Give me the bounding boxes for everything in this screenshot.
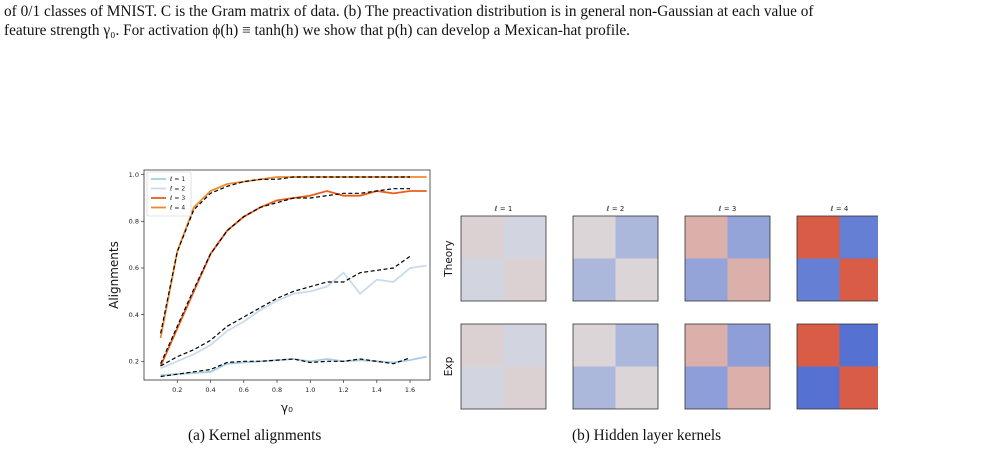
heatmap-block [797, 258, 840, 301]
heatmap-block [839, 258, 878, 301]
x-axis-label: γ₀ [281, 401, 293, 415]
subcaption-b: (b) Hidden layer kernels [572, 427, 722, 444]
heatmap-block [727, 366, 770, 409]
theory-line [160, 188, 411, 364]
legend-label: ℓ = 3 [169, 195, 185, 202]
heatmap-block [573, 216, 616, 259]
heatmap-block [797, 216, 840, 259]
x-tick-label: 1.6 [405, 386, 415, 394]
x-tick-label: 0.4 [205, 386, 215, 394]
heatmap-frame [460, 215, 547, 302]
heatmap-block [727, 324, 770, 367]
y-axis-label: Alignments [107, 241, 121, 309]
heatmap-frame [796, 215, 878, 302]
column-label: ℓ = 2 [606, 205, 625, 213]
heatmap-block [839, 324, 878, 367]
heatmap-block [727, 216, 770, 259]
kernel-heatmap [796, 215, 878, 302]
y-tick-label: 0.2 [129, 358, 139, 366]
heatmap-frame [460, 323, 547, 410]
x-tick-label: 1.2 [338, 386, 348, 394]
caption-line-2: feature strength γ₀. For activation ϕ(h)… [4, 22, 630, 39]
y-tick-label: 0.4 [129, 311, 139, 319]
kernel-heatmap [684, 323, 771, 410]
heatmap-block [727, 258, 770, 301]
column-label: ℓ = 1 [494, 205, 513, 213]
heatmap-block [573, 258, 616, 301]
hidden-layer-kernels-grid: ℓ = 1 ℓ = 2 ℓ = 3 ℓ = 4 Theory Exp [443, 205, 878, 410]
x-tick-label: 1.4 [372, 386, 382, 394]
heatmap-block [615, 216, 658, 259]
kernel-heatmap [460, 215, 547, 302]
kernel-heatmap [796, 323, 878, 410]
y-tick-label: 0.6 [129, 264, 139, 272]
heatmap-frame [572, 215, 659, 302]
kernel-heatmap [572, 323, 659, 410]
heatmap-block [503, 324, 546, 367]
theory-line [160, 176, 411, 334]
heatmap-block [797, 366, 840, 409]
legend-label: ℓ = 4 [169, 205, 185, 212]
x-tick-label: 1.0 [305, 386, 315, 394]
plot-frame [143, 169, 431, 381]
heatmap-block [461, 366, 504, 409]
legend-label: ℓ = 2 [169, 186, 185, 193]
x-tick-label: 0.8 [272, 386, 282, 394]
row-label: Exp [443, 356, 455, 376]
heatmap-block [685, 324, 728, 367]
heatmap-block [461, 258, 504, 301]
heatmap-block [839, 216, 878, 259]
kernel-alignment-chart: 0.2 0.4 0.6 0.8 1.0 1.2 1.4 1.6 0.2 0.4 0.6 0.8 1.0 γ… [107, 169, 431, 415]
heatmap-frame [796, 323, 878, 410]
y-tick-label: 0.8 [129, 218, 139, 226]
legend: ℓ = 1 ℓ = 2 ℓ = 3 ℓ = 4 [146, 171, 192, 217]
heatmap-frame [684, 323, 771, 410]
heatmap-block [461, 324, 504, 367]
heatmap-block [685, 366, 728, 409]
heatmap-block [503, 366, 546, 409]
legend-label: ℓ = 1 [169, 176, 185, 183]
heatmap-block [615, 258, 658, 301]
heatmap-block [503, 216, 546, 259]
kernel-heatmap [684, 215, 771, 302]
caption-line-1: of 0/1 classes of MNIST. C is the Gram m… [4, 3, 814, 20]
heatmap-block [503, 258, 546, 301]
heatmap-block [685, 258, 728, 301]
x-tick-label: 0.6 [239, 386, 249, 394]
heatmap-block [615, 324, 658, 367]
row-label: Theory [443, 240, 455, 277]
heatmap-block [573, 324, 616, 367]
heatmap-frame [572, 323, 659, 410]
heatmap-block [685, 216, 728, 259]
heatmap-block [461, 216, 504, 259]
theory-line [160, 255, 411, 367]
y-tick-label: 1.0 [129, 171, 139, 179]
heatmap-block [797, 324, 840, 367]
x-tick-label: 0.2 [172, 386, 182, 394]
kernel-heatmap [460, 323, 547, 410]
theory-line [160, 357, 411, 378]
column-label: ℓ = 4 [830, 205, 849, 213]
heatmap-block [573, 366, 616, 409]
series-line [160, 264, 427, 370]
kernel-heatmap [572, 215, 659, 302]
heatmap-block [839, 366, 878, 409]
column-label: ℓ = 3 [718, 205, 737, 213]
legend-box [146, 171, 192, 217]
heatmap-block [615, 366, 658, 409]
subcaption-a: (a) Kernel alignments [188, 427, 322, 444]
figure-caption: of 0/1 classes of MNIST. C is the Gram m… [4, 2, 984, 40]
heatmap-frame [684, 215, 771, 302]
